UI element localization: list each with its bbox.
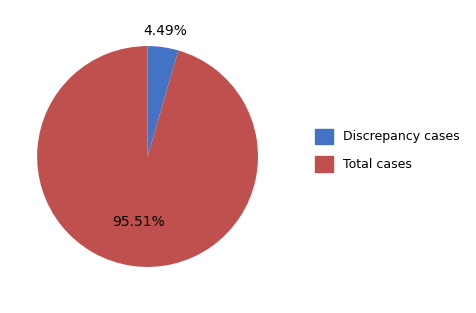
Text: 4.49%: 4.49% <box>143 24 188 38</box>
Text: 95.51%: 95.51% <box>112 215 165 229</box>
Wedge shape <box>37 46 258 267</box>
Text: 95.51%: 95.51% <box>0 312 1 313</box>
Legend: Discrepancy cases, Total cases: Discrepancy cases, Total cases <box>309 124 465 177</box>
Text: 4.49%: 4.49% <box>0 312 1 313</box>
Wedge shape <box>148 46 178 156</box>
